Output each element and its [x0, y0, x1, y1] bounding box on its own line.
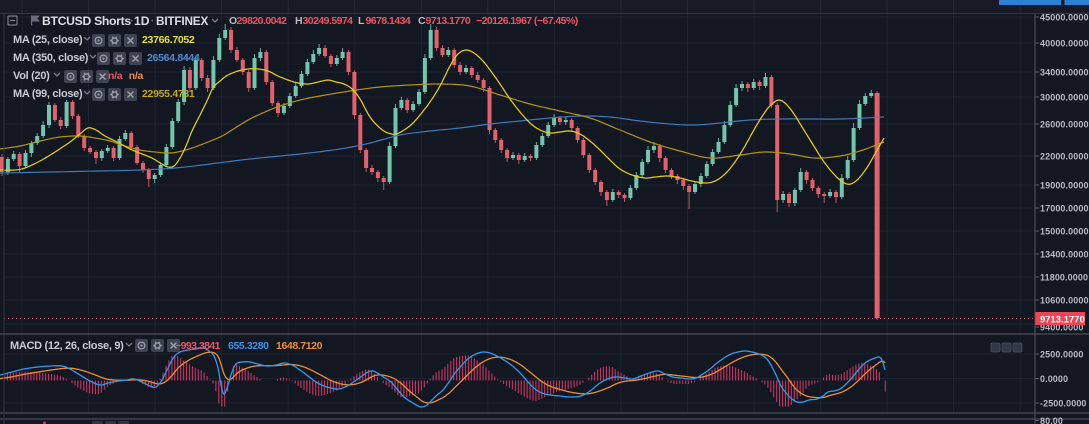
svg-text:15000.0000: 15000.0000	[1040, 226, 1089, 236]
svg-text:45000.0000: 45000.0000	[1040, 12, 1089, 22]
svg-text:22955.4731: 22955.4731	[142, 88, 195, 100]
svg-text:1648.7120: 1648.7120	[276, 340, 323, 352]
svg-text:−993.3841: −993.3841	[175, 340, 221, 352]
svg-text:Vol (20): Vol (20)	[13, 70, 50, 82]
svg-text:BITFINEX: BITFINEX	[156, 14, 208, 28]
svg-text:C: C	[418, 15, 426, 27]
svg-text:26000.0000: 26000.0000	[1040, 119, 1089, 129]
svg-text:80.00: 80.00	[1040, 416, 1063, 424]
svg-text:O: O	[229, 15, 237, 27]
svg-text:19000.0000: 19000.0000	[1040, 180, 1089, 190]
svg-text:13400.0000: 13400.0000	[1040, 249, 1089, 259]
svg-text:10600.0000: 10600.0000	[1040, 295, 1089, 305]
svg-text:0.0000: 0.0000	[1040, 374, 1068, 384]
svg-text:L: L	[358, 15, 365, 27]
svg-text:H: H	[295, 15, 303, 27]
svg-text:30249.5974: 30249.5974	[303, 15, 354, 27]
svg-text:34000.0000: 34000.0000	[1040, 67, 1089, 77]
svg-text:n/a: n/a	[129, 70, 144, 82]
svg-text:22000.0000: 22000.0000	[1040, 151, 1089, 161]
svg-text:655.3280: 655.3280	[228, 340, 269, 352]
svg-text:MA (25, close): MA (25, close)	[13, 34, 83, 46]
svg-text:1D: 1D	[134, 14, 150, 28]
svg-text:MACD (12, 26, close, 9): MACD (12, 26, close, 9)	[10, 340, 124, 352]
svg-text:-2500.0000: -2500.0000	[1040, 398, 1087, 408]
svg-text:11800.0000: 11800.0000	[1040, 272, 1088, 282]
svg-text:23766.7052: 23766.7052	[142, 34, 195, 46]
svg-text:9678.1434: 9678.1434	[366, 15, 411, 27]
svg-text:2500.0000: 2500.0000	[1040, 349, 1083, 359]
svg-text:29820.0042: 29820.0042	[237, 15, 288, 27]
svg-text:MA (99, close): MA (99, close)	[13, 88, 83, 100]
svg-text:BTCUSD Shorts: BTCUSD Shorts	[42, 14, 131, 28]
svg-text:9713.1770: 9713.1770	[1040, 315, 1085, 325]
svg-text:17000.0000: 17000.0000	[1040, 203, 1089, 213]
svg-text:40000.0000: 40000.0000	[1040, 38, 1089, 48]
svg-text:−20126.1967 (−67.45%): −20126.1967 (−67.45%)	[476, 15, 578, 27]
svg-text:9713.1770: 9713.1770	[426, 15, 471, 27]
svg-text:30000.0000: 30000.0000	[1040, 92, 1089, 102]
svg-text:9400.0000: 9400.0000	[1040, 322, 1083, 332]
svg-text:MA (350, close): MA (350, close)	[13, 52, 89, 64]
svg-text:n/a: n/a	[108, 70, 123, 82]
svg-text:26564.8444: 26564.8444	[147, 52, 200, 64]
